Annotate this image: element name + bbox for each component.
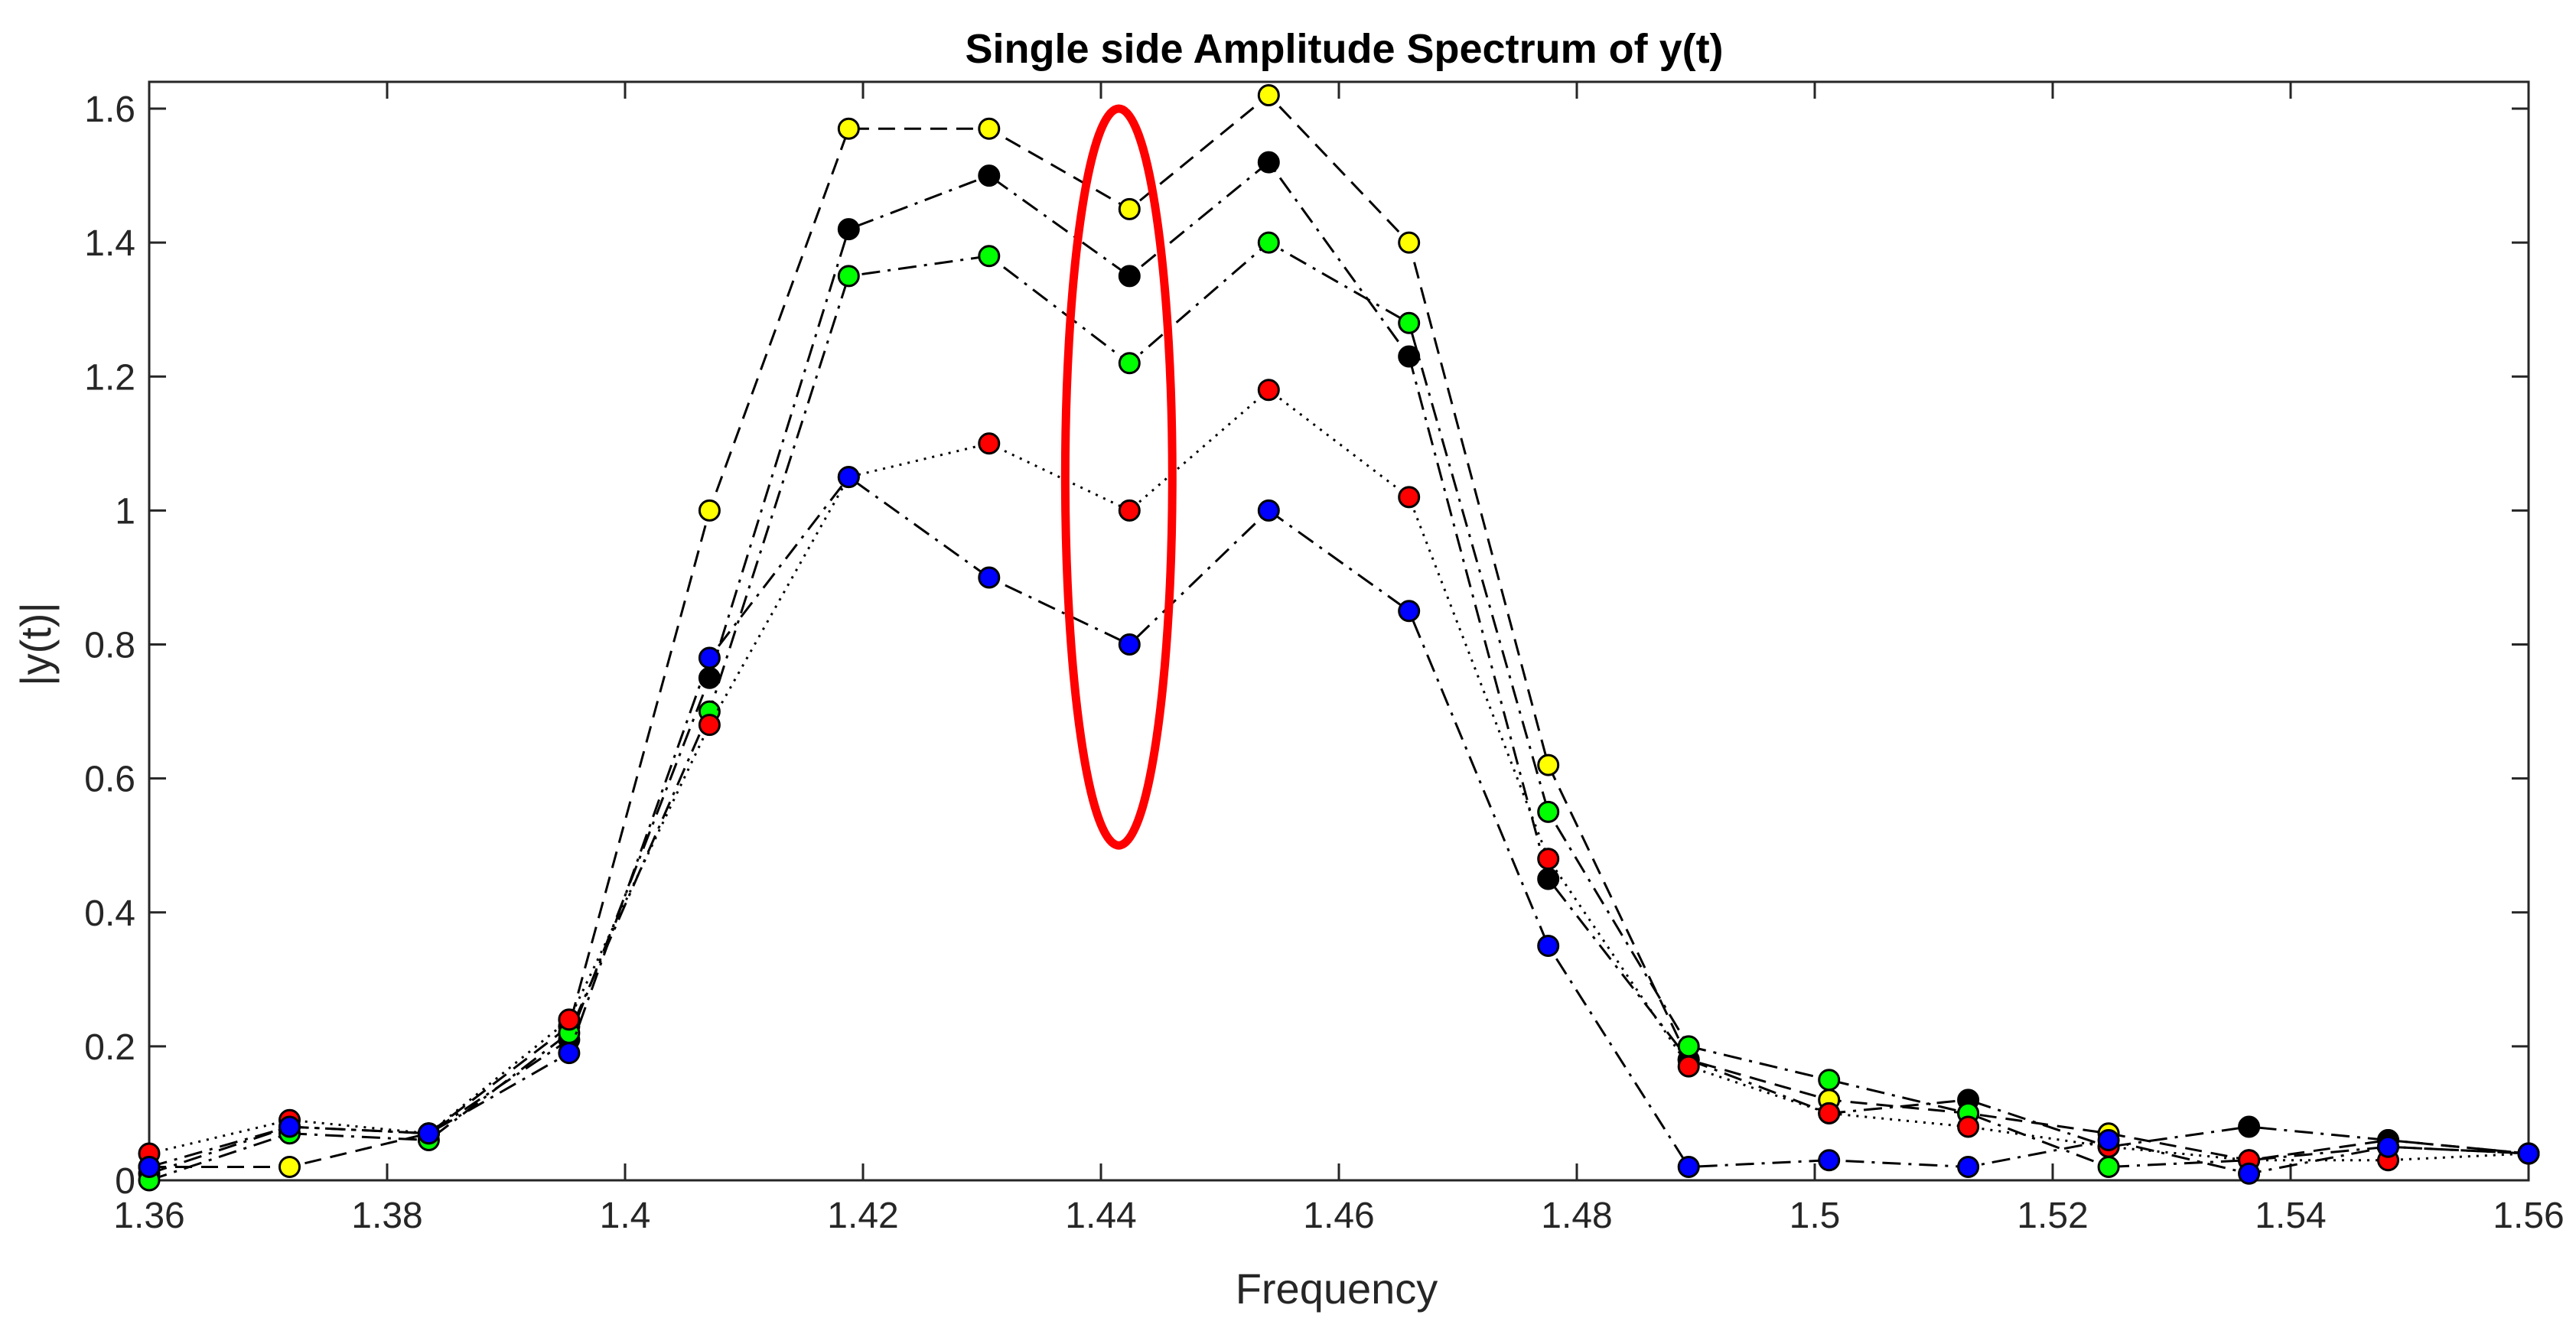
data-point-yellow <box>1398 231 1421 254</box>
x-tick-label: 1.48 <box>1541 1196 1612 1236</box>
data-point-blue <box>2517 1142 2540 1165</box>
data-point-blue <box>2238 1162 2261 1185</box>
data-point-yellow <box>278 1156 301 1178</box>
data-point-green <box>1257 231 1280 254</box>
y-tick-label: 1.6 <box>84 89 135 130</box>
data-point-blue <box>1398 600 1421 623</box>
data-point-blue <box>1257 499 1280 522</box>
series-line-blue <box>148 476 2529 1175</box>
x-tick-label: 1.56 <box>2493 1196 2564 1236</box>
data-point-black <box>2238 1115 2261 1138</box>
data-point-blue <box>1677 1156 1700 1178</box>
x-tick-label: 1.38 <box>351 1196 422 1236</box>
data-point-red <box>1257 379 1280 402</box>
data-point-red <box>1537 848 1560 871</box>
data-point-blue <box>1957 1156 1980 1178</box>
x-tick-label: 1.5 <box>1790 1196 1841 1236</box>
data-point-red <box>978 432 1001 455</box>
y-tick-label: 0.4 <box>84 893 135 934</box>
series-line-yellow <box>149 94 2529 1168</box>
data-point-red <box>1398 486 1421 509</box>
x-tick-label: 1.36 <box>113 1196 184 1236</box>
data-point-green <box>2097 1156 2120 1178</box>
data-point-yellow <box>1257 84 1280 106</box>
data-point-red <box>558 1008 581 1031</box>
y-tick-label: 0 <box>115 1161 135 1202</box>
data-point-yellow <box>1118 197 1141 220</box>
data-point-blue <box>2097 1129 2120 1151</box>
data-point-green <box>1537 800 1560 823</box>
data-point-black <box>1398 345 1421 368</box>
data-point-blue <box>978 566 1001 589</box>
x-tick-label: 1.42 <box>827 1196 898 1236</box>
data-point-blue <box>1118 633 1141 656</box>
data-point-blue <box>1537 935 1560 957</box>
data-point-blue <box>138 1156 161 1178</box>
data-point-blue <box>2377 1135 2399 1158</box>
data-point-red <box>1118 499 1141 522</box>
data-point-black <box>1257 151 1280 174</box>
data-point-black <box>1537 867 1560 890</box>
data-point-red <box>1957 1115 1980 1138</box>
data-point-blue <box>698 646 721 669</box>
y-tick-label: 0.8 <box>84 626 135 666</box>
series-line-black <box>148 161 2529 1175</box>
data-point-blue <box>837 466 860 489</box>
data-point-yellow <box>978 117 1001 140</box>
data-point-red <box>1818 1102 1841 1124</box>
data-point-black <box>837 218 860 241</box>
data-point-blue <box>1818 1149 1841 1172</box>
y-tick-label: 1 <box>115 491 135 532</box>
series-line-red <box>148 389 2529 1162</box>
x-tick-label: 1.54 <box>2255 1196 2326 1236</box>
data-point-blue <box>417 1122 440 1145</box>
x-tick-label: 1.4 <box>600 1196 651 1236</box>
data-point-yellow <box>1537 753 1560 776</box>
x-tick-label: 1.44 <box>1065 1196 1136 1236</box>
data-point-green <box>1818 1069 1841 1092</box>
data-point-green <box>1677 1035 1700 1058</box>
y-tick-label: 1.4 <box>84 223 135 264</box>
x-axis-label: Frequency <box>1236 1264 1438 1313</box>
data-point-blue <box>278 1115 301 1138</box>
chart-title: Single side Amplitude Spectrum of y(t) <box>965 26 1723 72</box>
x-tick-label: 1.52 <box>2017 1196 2088 1236</box>
data-point-green <box>1118 352 1141 375</box>
y-tick-label: 0.6 <box>84 760 135 800</box>
x-tick-label: 1.46 <box>1303 1196 1374 1236</box>
data-point-red <box>1677 1055 1700 1078</box>
data-point-black <box>1118 265 1141 288</box>
data-point-red <box>698 714 721 737</box>
data-point-green <box>837 265 860 288</box>
data-point-black <box>978 164 1001 187</box>
y-tick-label: 0.2 <box>84 1027 135 1068</box>
data-point-green <box>1398 311 1421 334</box>
data-point-blue <box>558 1042 581 1065</box>
y-axis-label: |y(t)| <box>11 602 60 686</box>
series-blue <box>138 466 2540 1185</box>
data-point-green <box>978 245 1001 268</box>
data-point-yellow <box>698 499 721 522</box>
data-point-yellow <box>837 117 860 140</box>
y-tick-label: 1.2 <box>84 357 135 398</box>
highlight-ellipse <box>1060 104 1177 850</box>
